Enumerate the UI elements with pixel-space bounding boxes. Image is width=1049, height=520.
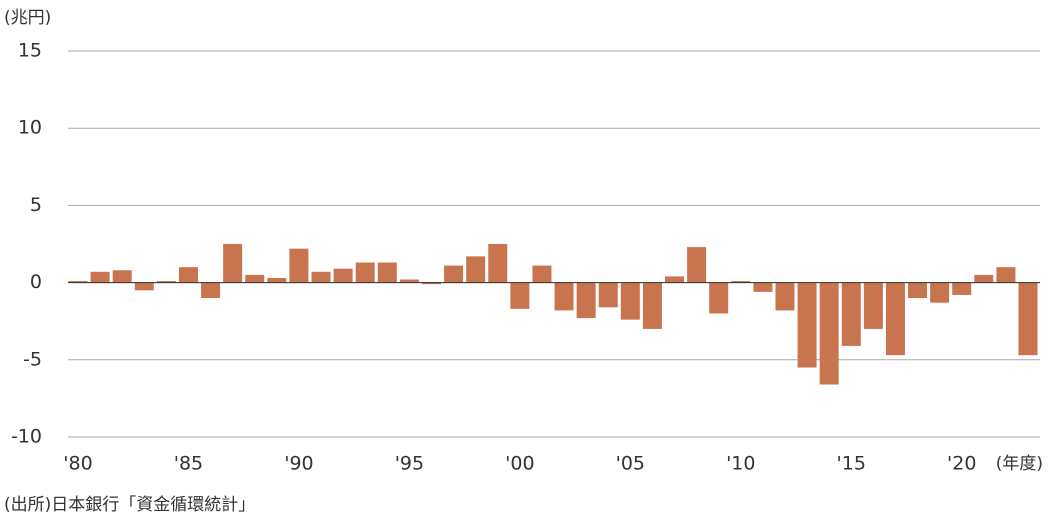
bar bbox=[223, 244, 243, 283]
bar bbox=[267, 277, 287, 283]
bar bbox=[908, 282, 928, 299]
bar bbox=[289, 248, 309, 283]
bar bbox=[532, 265, 552, 283]
bar bbox=[68, 281, 88, 283]
bar bbox=[488, 244, 508, 283]
bar bbox=[598, 282, 618, 308]
y-tick-label: -5 bbox=[23, 348, 42, 370]
bar bbox=[245, 274, 265, 283]
bar bbox=[863, 282, 883, 329]
x-tick-label: '90 bbox=[284, 453, 313, 475]
bar bbox=[112, 270, 132, 283]
bar bbox=[974, 274, 994, 283]
bar bbox=[665, 276, 685, 283]
x-tick-label: '15 bbox=[837, 453, 866, 475]
x-tick-label: '05 bbox=[616, 453, 645, 475]
bar bbox=[311, 271, 331, 283]
bar bbox=[841, 282, 861, 346]
bar bbox=[466, 256, 486, 283]
y-axis-label: (兆円) bbox=[4, 8, 51, 28]
x-tick-label: '80 bbox=[63, 453, 92, 475]
bar bbox=[797, 282, 817, 368]
bar bbox=[775, 282, 795, 311]
bar bbox=[134, 282, 154, 291]
y-tick-label: 15 bbox=[18, 40, 42, 62]
x-tick-label: '20 bbox=[947, 453, 976, 475]
bar bbox=[554, 282, 574, 311]
bar bbox=[753, 282, 773, 292]
bar bbox=[731, 281, 751, 283]
bar bbox=[421, 282, 441, 285]
y-tick-label: 0 bbox=[30, 271, 42, 293]
x-tick-label: '95 bbox=[395, 453, 424, 475]
bar bbox=[642, 282, 662, 329]
bar bbox=[399, 279, 419, 283]
y-tick-label: 5 bbox=[30, 194, 42, 216]
bar bbox=[819, 282, 839, 385]
bar bbox=[576, 282, 596, 319]
bar bbox=[444, 265, 464, 283]
source: (出所)日本銀行「資金循環統計」 bbox=[4, 495, 255, 515]
bar bbox=[687, 247, 707, 283]
y-tick-label: -10 bbox=[11, 426, 42, 448]
bar bbox=[355, 262, 375, 283]
bar bbox=[178, 267, 198, 283]
bar bbox=[201, 282, 221, 299]
bar bbox=[930, 282, 950, 303]
bar bbox=[510, 282, 530, 309]
x-axis-label: (年度) bbox=[996, 454, 1043, 474]
x-tick-label: '10 bbox=[726, 453, 755, 475]
bar bbox=[1018, 282, 1038, 356]
bar bbox=[90, 271, 110, 283]
bar bbox=[333, 268, 353, 283]
bar bbox=[620, 282, 640, 320]
x-tick-label: '85 bbox=[174, 453, 203, 475]
x-tick-label: '00 bbox=[505, 453, 534, 475]
bar bbox=[885, 282, 905, 356]
bar bbox=[156, 281, 176, 283]
bar bbox=[996, 267, 1016, 283]
bar bbox=[952, 282, 972, 295]
y-tick-label: 10 bbox=[18, 117, 42, 139]
bar bbox=[709, 282, 729, 314]
bar bbox=[377, 262, 397, 283]
